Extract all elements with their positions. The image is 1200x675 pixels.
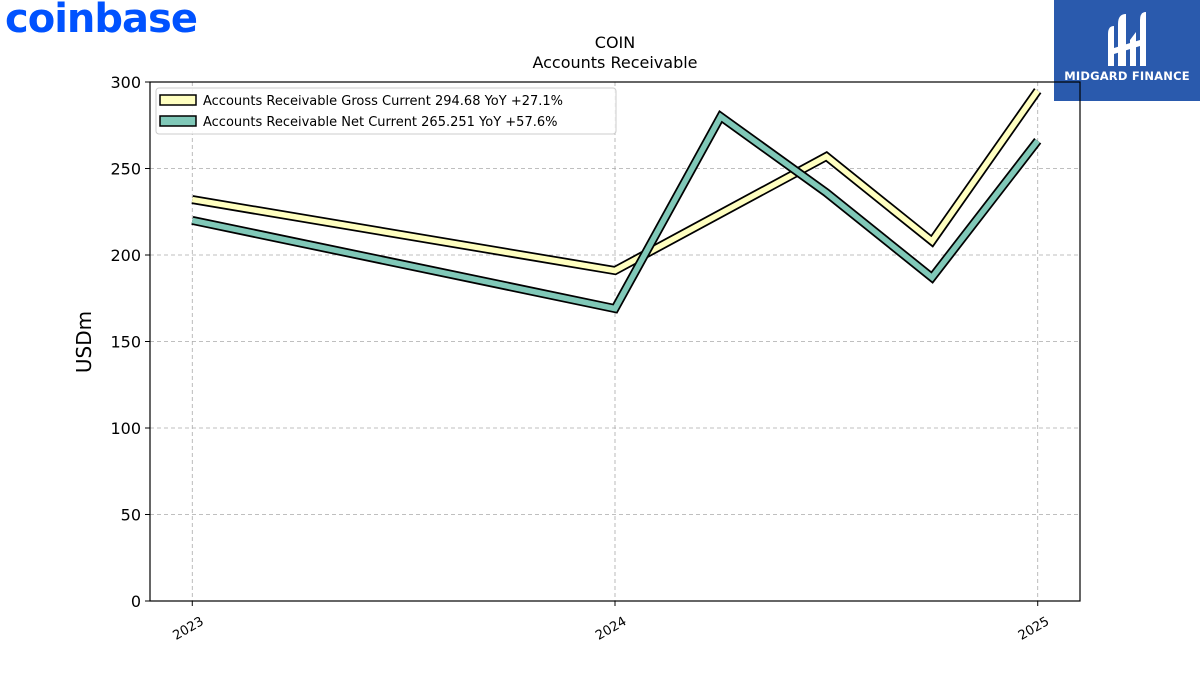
midgard-logo-text: MIDGARD FINANCE [1064, 69, 1190, 83]
y-axis-label: USDm [72, 311, 96, 373]
grid-lines [150, 81, 1080, 602]
plot-frame [149, 81, 1081, 602]
y-tick-label: 150 [110, 333, 141, 352]
y-tick-label: 50 [121, 506, 141, 525]
legend-swatch [159, 115, 197, 127]
legend-label: Accounts Receivable Net Current 265.251 … [203, 115, 558, 130]
series-line [191, 112, 1040, 312]
legend: Accounts Receivable Gross Current 294.68… [155, 87, 617, 135]
series-lines [191, 88, 1042, 314]
y-tick-label: 300 [110, 73, 141, 92]
x-tick-label: 2023 [170, 614, 206, 644]
chart-title: COIN [595, 33, 635, 52]
legend-box [155, 87, 617, 135]
series-line [191, 89, 1040, 274]
axes: 0 50 100 150 200 250 300 2023 2024 2025 [110, 73, 1081, 644]
legend-swatch [159, 94, 197, 106]
y-tick-label: 100 [110, 419, 141, 438]
x-tick-label: 2025 [1016, 614, 1052, 644]
y-tick-label: 250 [110, 160, 141, 179]
coinbase-logo: coinbase [5, 0, 198, 42]
x-tick-label: 2024 [593, 614, 629, 644]
midgard-logo-icon [1108, 12, 1146, 66]
y-tick-label: 200 [110, 246, 141, 265]
legend-label: Accounts Receivable Gross Current 294.68… [203, 94, 563, 109]
chart-subtitle: Accounts Receivable [532, 53, 697, 72]
y-tick-label: 0 [131, 592, 141, 611]
midgard-finance-logo: MIDGARD FINANCE [1054, 0, 1200, 101]
